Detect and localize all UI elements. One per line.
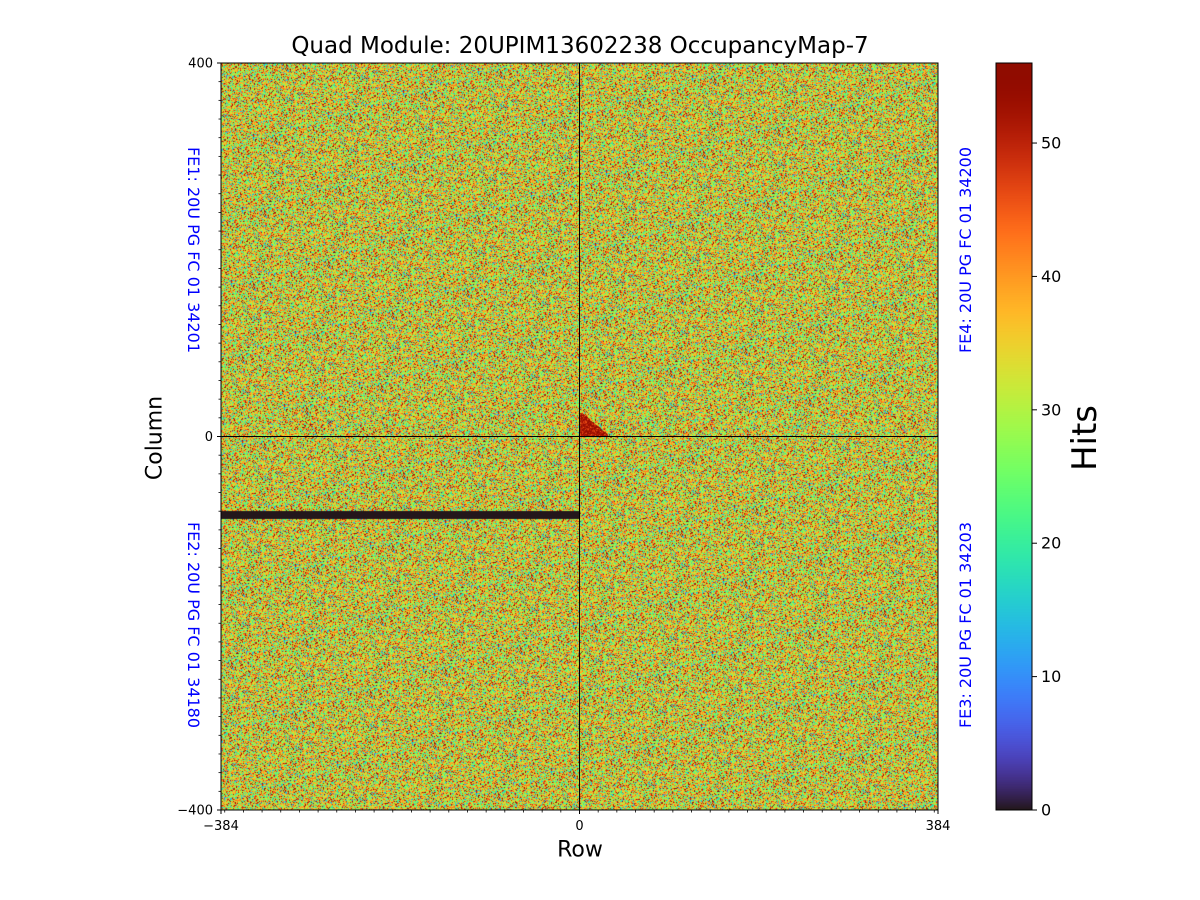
y-tick-label: −400 <box>177 804 213 819</box>
colorbar-gradient <box>996 63 1032 810</box>
y-axis-label: Column <box>142 395 168 481</box>
colorbar-tick-label: 30 <box>1041 400 1061 419</box>
quadrant-label-fe4: FE4: 20U PG FC 01 34200 <box>956 146 975 354</box>
quadrant-label-fe2: FE2: 20U PG FC 01 34180 <box>184 521 203 729</box>
colorbar-tick-label: 50 <box>1041 134 1061 153</box>
quadrant-label-fe1: FE1: 20U PG FC 01 34201 <box>184 146 203 354</box>
colorbar-tick-label: 40 <box>1041 267 1061 286</box>
colorbar-tick-label: 0 <box>1041 801 1051 820</box>
x-tick-label: −384 <box>203 819 239 834</box>
colorbar-tick-label: 20 <box>1041 534 1061 553</box>
chart-title: Quad Module: 20UPIM13602238 OccupancyMap… <box>291 33 869 59</box>
colorbar-label: Hits <box>1065 404 1105 472</box>
colorbar-frame <box>995 62 1033 811</box>
y-tick-label: 0 <box>205 430 213 445</box>
x-tick-label: 384 <box>926 819 951 834</box>
colorbar-tick-label: 10 <box>1041 667 1061 686</box>
y-tick-label: 400 <box>188 57 213 72</box>
quadrant-label-fe3: FE3: 20U PG FC 01 34203 <box>956 521 975 729</box>
x-axis-label: Row <box>557 837 603 863</box>
x-tick-label: 0 <box>575 819 583 834</box>
